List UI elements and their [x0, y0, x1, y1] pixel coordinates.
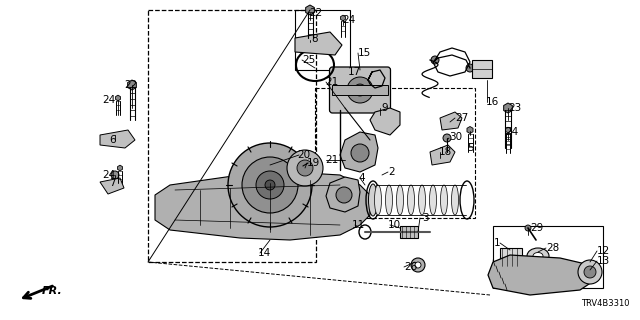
Polygon shape	[118, 165, 122, 171]
Circle shape	[256, 171, 284, 199]
Text: 20: 20	[297, 150, 310, 160]
Text: 5: 5	[467, 143, 474, 153]
Bar	[472, 60, 492, 78]
Polygon shape	[340, 132, 378, 172]
Bar	[332, 85, 388, 95]
Text: 11: 11	[352, 220, 365, 230]
Polygon shape	[467, 126, 473, 133]
Text: 15: 15	[358, 48, 371, 58]
Circle shape	[584, 266, 596, 278]
Text: 21: 21	[325, 155, 339, 165]
Polygon shape	[306, 5, 314, 15]
Circle shape	[265, 180, 275, 190]
Bar	[129, 82, 134, 87]
Text: 1: 1	[493, 238, 500, 248]
Ellipse shape	[408, 185, 415, 215]
Ellipse shape	[451, 185, 458, 215]
Text: 14: 14	[258, 248, 271, 258]
Text: 6: 6	[109, 135, 116, 145]
Circle shape	[297, 160, 313, 176]
Text: 7: 7	[109, 178, 116, 188]
Ellipse shape	[419, 185, 426, 215]
Circle shape	[525, 225, 531, 231]
Circle shape	[351, 144, 369, 162]
Bar	[500, 248, 522, 266]
Text: FR.: FR.	[42, 286, 63, 296]
Bar	[493, 226, 603, 288]
Circle shape	[578, 260, 602, 284]
Text: 2: 2	[388, 167, 395, 177]
Text: 24: 24	[342, 15, 355, 25]
Bar	[295, 10, 350, 70]
Circle shape	[242, 157, 298, 213]
Text: 24: 24	[102, 170, 115, 180]
Circle shape	[431, 56, 439, 64]
Polygon shape	[506, 127, 511, 133]
Bar	[315, 88, 475, 218]
Polygon shape	[116, 95, 120, 101]
Text: 3: 3	[422, 213, 429, 223]
Circle shape	[336, 187, 352, 203]
Polygon shape	[326, 177, 360, 212]
Text: 12: 12	[597, 246, 611, 256]
Text: 22: 22	[309, 8, 323, 18]
Text: 16: 16	[486, 97, 499, 107]
Polygon shape	[295, 32, 342, 55]
Bar	[505, 105, 511, 110]
Text: 21: 21	[325, 77, 339, 87]
Text: 22: 22	[124, 80, 137, 90]
Circle shape	[228, 143, 312, 227]
Polygon shape	[488, 255, 598, 295]
Ellipse shape	[440, 185, 447, 215]
Text: 18: 18	[439, 147, 452, 157]
Text: 30: 30	[449, 132, 462, 142]
Polygon shape	[100, 130, 135, 148]
Text: 24: 24	[505, 127, 518, 137]
FancyBboxPatch shape	[330, 67, 390, 113]
Polygon shape	[127, 80, 136, 90]
Circle shape	[347, 77, 373, 103]
Text: 25: 25	[302, 55, 316, 65]
Circle shape	[111, 171, 119, 179]
Text: 26: 26	[404, 262, 417, 272]
Ellipse shape	[374, 185, 381, 215]
Text: 27: 27	[455, 113, 468, 123]
Polygon shape	[504, 103, 513, 113]
Circle shape	[287, 150, 323, 186]
Circle shape	[411, 258, 425, 272]
Polygon shape	[155, 172, 370, 240]
Text: 10: 10	[388, 220, 401, 230]
Text: TRV4B3310: TRV4B3310	[582, 299, 630, 308]
Polygon shape	[100, 178, 124, 194]
Text: 9: 9	[381, 103, 388, 113]
Bar	[400, 226, 418, 238]
Ellipse shape	[533, 252, 543, 260]
Circle shape	[466, 64, 474, 72]
Bar	[148, 10, 316, 262]
Text: 8: 8	[311, 34, 317, 44]
Ellipse shape	[397, 185, 403, 215]
Bar	[307, 7, 312, 12]
Ellipse shape	[429, 185, 436, 215]
Polygon shape	[370, 108, 400, 135]
Polygon shape	[430, 145, 455, 165]
Text: 29: 29	[530, 223, 543, 233]
Text: 4: 4	[358, 173, 365, 183]
Text: 23: 23	[508, 103, 521, 113]
Ellipse shape	[385, 185, 392, 215]
Circle shape	[443, 134, 451, 142]
Polygon shape	[340, 15, 346, 21]
Text: 19: 19	[307, 158, 320, 168]
Text: 13: 13	[597, 256, 611, 266]
Text: 17: 17	[348, 67, 361, 77]
Text: 24: 24	[102, 95, 115, 105]
Ellipse shape	[369, 184, 378, 216]
Polygon shape	[440, 112, 462, 130]
Circle shape	[354, 84, 366, 96]
Circle shape	[415, 262, 421, 268]
Ellipse shape	[527, 248, 549, 264]
Text: 28: 28	[546, 243, 559, 253]
